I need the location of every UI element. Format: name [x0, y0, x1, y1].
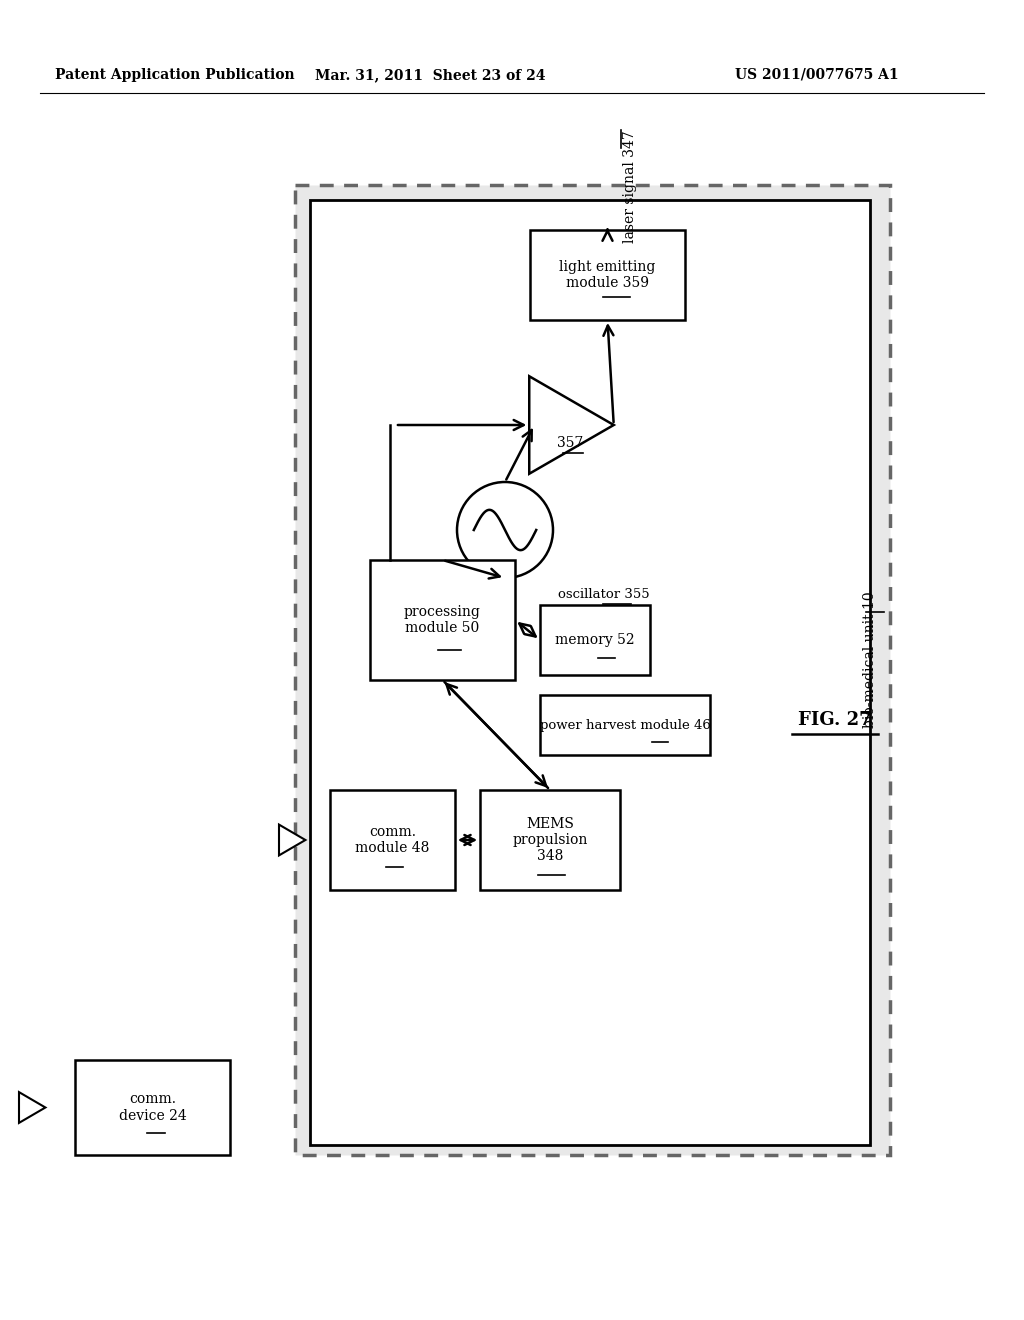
Bar [370, 560, 515, 680]
Text: memory 52: memory 52 [555, 634, 635, 647]
Bar [540, 696, 710, 755]
Bar [480, 789, 620, 890]
Bar [310, 201, 870, 1144]
Text: power harvest module 46: power harvest module 46 [540, 718, 711, 731]
Text: oscillator 355: oscillator 355 [558, 587, 649, 601]
Text: FIG. 27: FIG. 27 [798, 711, 871, 729]
Text: Patent Application Publication: Patent Application Publication [55, 69, 295, 82]
Text: MEMS
propulsion
348: MEMS propulsion 348 [512, 817, 588, 863]
Bar [540, 605, 650, 675]
Circle shape [457, 482, 553, 578]
Bar [75, 1060, 230, 1155]
Bar [295, 185, 890, 1155]
Text: processing
module 50: processing module 50 [404, 605, 481, 635]
Text: US 2011/0077675 A1: US 2011/0077675 A1 [735, 69, 899, 82]
Text: light emitting
module 359: light emitting module 359 [559, 260, 655, 290]
Bar [330, 789, 455, 890]
Text: laser signal 347: laser signal 347 [623, 129, 637, 243]
Polygon shape [529, 376, 613, 474]
Text: Mar. 31, 2011  Sheet 23 of 24: Mar. 31, 2011 Sheet 23 of 24 [314, 69, 545, 82]
Text: bio-medical unit 10: bio-medical unit 10 [863, 591, 877, 729]
Text: comm.
device 24: comm. device 24 [119, 1093, 186, 1122]
Text: comm.
module 48: comm. module 48 [355, 825, 430, 855]
Polygon shape [279, 825, 305, 855]
Text: 357: 357 [557, 436, 584, 450]
Bar [530, 230, 685, 319]
Polygon shape [19, 1092, 45, 1123]
